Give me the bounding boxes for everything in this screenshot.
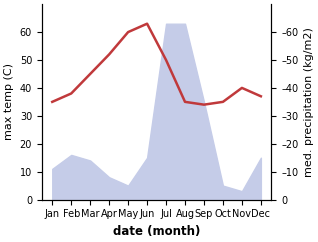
X-axis label: date (month): date (month)	[113, 225, 200, 238]
Y-axis label: max temp (C): max temp (C)	[4, 63, 14, 140]
Y-axis label: med. precipitation (kg/m2): med. precipitation (kg/m2)	[304, 27, 314, 177]
